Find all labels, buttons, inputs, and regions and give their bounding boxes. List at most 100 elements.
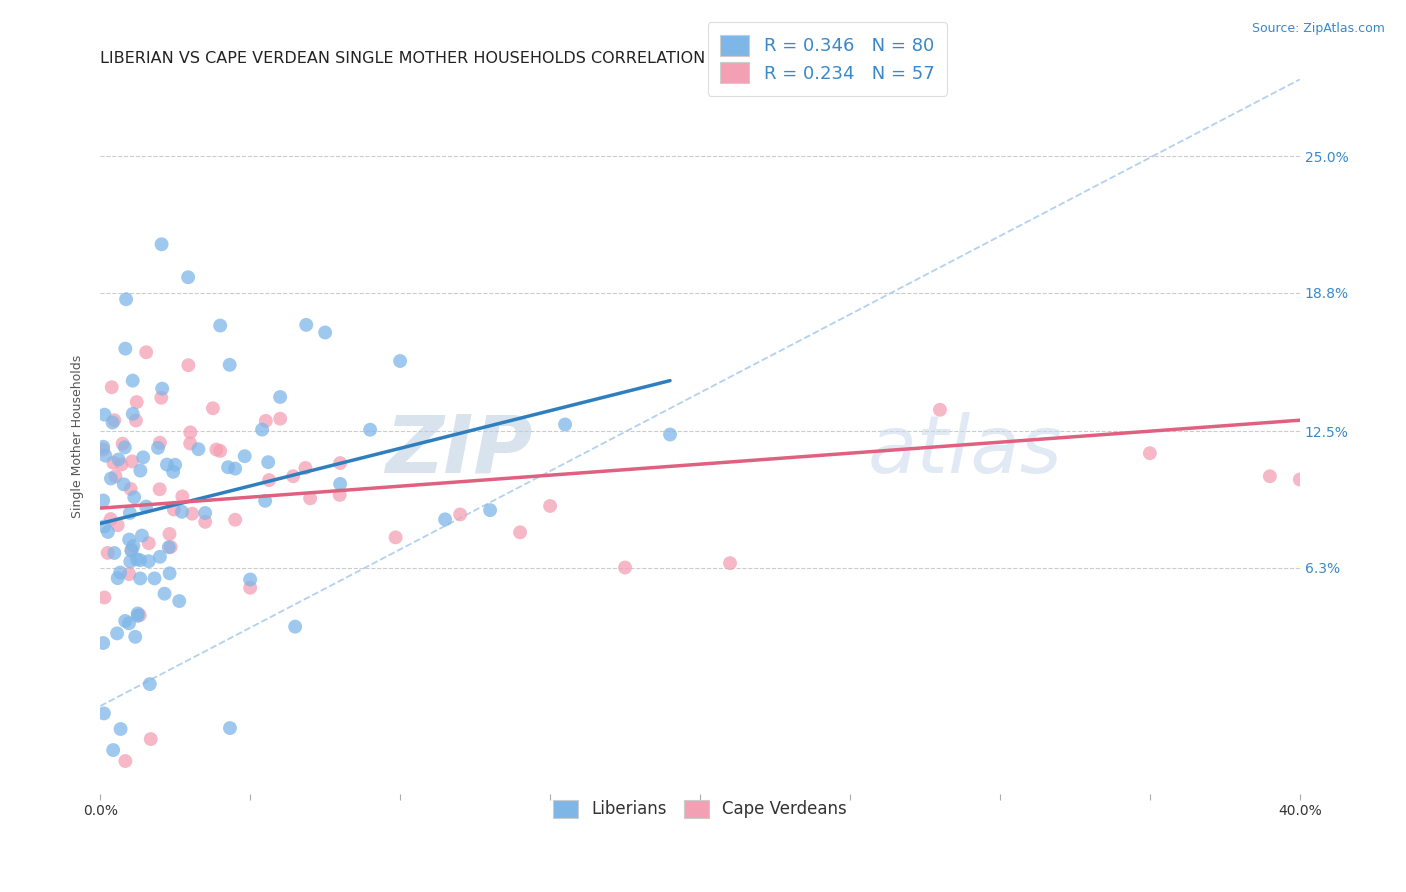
Point: [250, 423, 273, 437]
Point: [120, 555, 142, 569]
Point: [118, 533, 141, 547]
Point: [179, 436, 201, 450]
Point: [120, 543, 142, 558]
Point: [159, 540, 181, 554]
Point: [201, 401, 224, 416]
Point: [100, 471, 122, 485]
Point: [614, 560, 637, 574]
Point: [284, 620, 307, 634]
Point: [114, 614, 136, 628]
Legend: Liberians, Cape Verdeans: Liberians, Cape Verdeans: [547, 793, 853, 825]
Point: [177, 270, 200, 285]
Point: [150, 237, 173, 252]
Point: [121, 543, 143, 558]
Point: [131, 528, 153, 542]
Point: [254, 493, 277, 508]
Point: [718, 556, 741, 570]
Point: [194, 515, 217, 529]
Point: [114, 754, 136, 768]
Point: [224, 513, 246, 527]
Point: [172, 490, 194, 504]
Point: [101, 416, 124, 430]
Point: [269, 411, 291, 425]
Point: [218, 358, 240, 372]
Point: [150, 391, 173, 405]
Point: [114, 342, 136, 356]
Point: [167, 594, 190, 608]
Point: [205, 442, 228, 457]
Point: [121, 454, 143, 468]
Point: [103, 456, 125, 470]
Point: [217, 460, 239, 475]
Point: [269, 390, 291, 404]
Point: [118, 506, 141, 520]
Point: [129, 571, 152, 585]
Point: [114, 441, 136, 455]
Point: [100, 512, 122, 526]
Point: [224, 461, 246, 475]
Point: [1139, 446, 1161, 460]
Point: [219, 721, 242, 735]
Point: [91, 636, 114, 650]
Point: [163, 502, 186, 516]
Point: [107, 452, 129, 467]
Point: [129, 464, 152, 478]
Point: [139, 677, 162, 691]
Point: [179, 425, 201, 440]
Point: [314, 326, 336, 340]
Point: [538, 499, 561, 513]
Point: [254, 414, 277, 428]
Point: [128, 608, 150, 623]
Point: [97, 546, 120, 560]
Point: [177, 358, 200, 372]
Point: [129, 553, 152, 567]
Point: [125, 395, 148, 409]
Point: [384, 530, 406, 544]
Point: [434, 512, 457, 526]
Point: [209, 318, 232, 333]
Point: [295, 318, 318, 332]
Point: [100, 380, 122, 394]
Point: [150, 382, 173, 396]
Point: [929, 402, 952, 417]
Point: [124, 630, 146, 644]
Point: [110, 722, 132, 736]
Point: [162, 465, 184, 479]
Point: [107, 571, 129, 585]
Point: [122, 539, 145, 553]
Point: [112, 477, 135, 491]
Point: [93, 591, 115, 605]
Point: [329, 456, 352, 470]
Point: [554, 417, 576, 432]
Point: [91, 493, 114, 508]
Point: [107, 518, 129, 533]
Point: [281, 469, 304, 483]
Point: [181, 507, 204, 521]
Point: [122, 490, 145, 504]
Text: Source: ZipAtlas.com: Source: ZipAtlas.com: [1251, 22, 1385, 36]
Point: [159, 527, 181, 541]
Point: [257, 455, 280, 469]
Point: [115, 292, 138, 306]
Y-axis label: Single Mother Households: Single Mother Households: [72, 355, 84, 518]
Point: [239, 581, 262, 595]
Point: [329, 476, 352, 491]
Point: [299, 491, 322, 506]
Point: [118, 616, 141, 631]
Point: [93, 519, 115, 533]
Point: [101, 743, 124, 757]
Point: [139, 732, 162, 747]
Point: [118, 567, 141, 582]
Point: [91, 440, 114, 454]
Point: [97, 524, 120, 539]
Point: [146, 441, 169, 455]
Point: [94, 449, 117, 463]
Point: [159, 566, 181, 581]
Point: [233, 449, 256, 463]
Point: [294, 461, 316, 475]
Point: [125, 413, 148, 427]
Point: [93, 706, 115, 721]
Point: [257, 473, 280, 487]
Text: ZIP: ZIP: [385, 412, 531, 490]
Point: [135, 345, 157, 359]
